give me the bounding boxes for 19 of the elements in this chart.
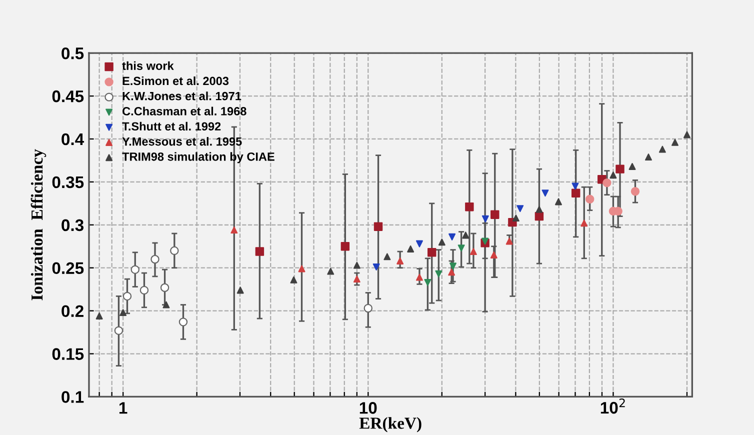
- legend-label: T.Shutt et al. 1992: [122, 122, 221, 131]
- y-tick-label: 0.45: [52, 90, 84, 102]
- y-tick-label: 0.1: [62, 391, 84, 403]
- y-axis-title: Ionization Efficiency: [30, 149, 46, 300]
- y-tick-label: 0.5: [62, 47, 84, 60]
- legend-label: K.W.Jones et al. 1971: [122, 92, 242, 100]
- x-axis-title: ER(keV): [359, 417, 422, 432]
- y-tick-label: 0.4: [62, 133, 84, 146]
- y-tick-label: 0.35: [52, 176, 84, 188]
- legend-label: this work: [122, 61, 174, 70]
- y-tick-label: 0.25: [52, 262, 84, 274]
- y-tick-label: 0.2: [62, 305, 84, 318]
- legend-label: E.Simon et al. 2003: [122, 76, 229, 86]
- x-tick-label: 10: [360, 402, 377, 414]
- x-tick-label: 1: [119, 402, 128, 414]
- y-tick-label: 0.15: [52, 348, 84, 360]
- x-tick-label: 10$^{2}$: [600, 398, 625, 414]
- legend-label: C.Chasman et al. 1968: [122, 106, 246, 116]
- y-tick-label: 0.3: [62, 219, 84, 232]
